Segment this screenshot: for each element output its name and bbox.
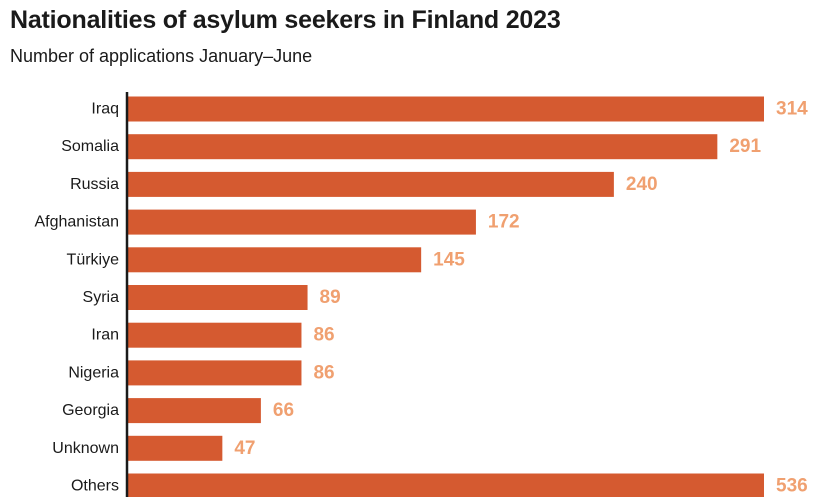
bar-russia [127, 171, 614, 197]
category-label: Nigeria [68, 364, 119, 381]
bar-türkiye [127, 247, 422, 273]
value-label: 314 [776, 99, 808, 120]
bar-unknown [127, 435, 223, 461]
category-label: Afghanistan [34, 214, 119, 231]
category-label: Türkiye [67, 251, 120, 268]
bar-iraq [127, 96, 764, 122]
category-label: Others [71, 478, 119, 495]
value-label: 86 [313, 325, 334, 346]
bar-afghanistan [127, 209, 476, 235]
category-label: Iraq [91, 101, 119, 118]
category-label: Iran [91, 327, 119, 344]
bar-georgia [127, 398, 261, 424]
category-label: Russia [70, 176, 119, 193]
value-label: 89 [320, 287, 341, 308]
bar-nigeria [127, 360, 302, 386]
bar-syria [127, 285, 308, 310]
value-label: 291 [729, 136, 761, 157]
chart-title: Nationalities of asylum seekers in Finla… [10, 6, 561, 34]
value-label: 536 [776, 476, 808, 497]
bar-iran [127, 322, 302, 348]
category-label: Georgia [62, 402, 119, 419]
value-label: 240 [626, 174, 658, 195]
value-label: 145 [433, 249, 465, 270]
bar-somalia [127, 134, 718, 160]
chart-subtitle: Number of applications January–June [10, 46, 313, 66]
value-label: 66 [273, 400, 294, 421]
value-label: 86 [313, 362, 334, 383]
bars-layer: Iraq 314 Somalia 291 Russia 240 Afghanistan 172… [34, 96, 808, 497]
category-label: Somalia [61, 138, 119, 155]
value-label: 172 [488, 212, 520, 233]
value-label: 47 [234, 438, 255, 459]
bar-others [127, 473, 764, 497]
category-label: Unknown [52, 440, 119, 457]
category-label: Syria [83, 289, 120, 306]
